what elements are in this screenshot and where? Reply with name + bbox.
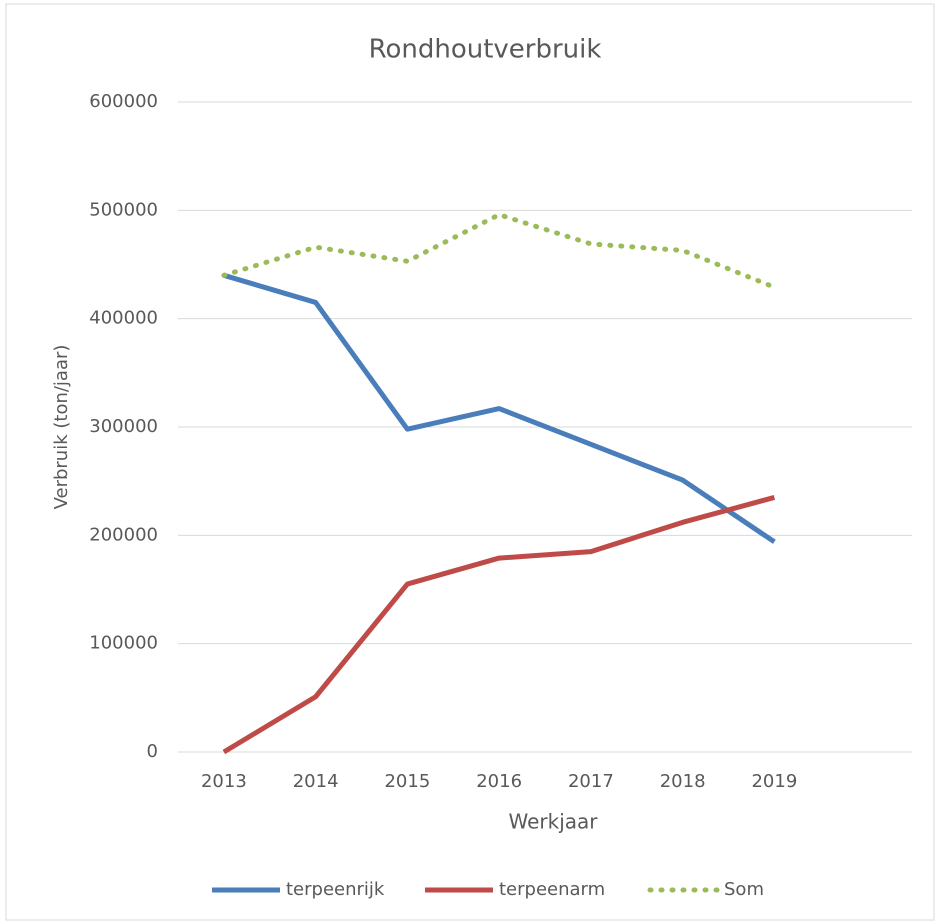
x-tick-label: 2016 — [476, 771, 522, 792]
x-tick-label: 2014 — [293, 771, 339, 792]
y-tick-label: 0 — [147, 741, 158, 762]
legend-label: terpeenrijk — [286, 879, 385, 900]
series-line — [223, 272, 776, 544]
legend-label: Som — [724, 879, 764, 900]
x-tick-label: 2018 — [660, 771, 706, 792]
legend-label: terpeenarm — [499, 879, 605, 900]
y-axis-label: Verbruik (ton/jaar) — [51, 345, 72, 510]
x-tick-label: 2017 — [568, 771, 614, 792]
y-tick-label: 200000 — [89, 524, 158, 545]
x-tick-label: 2015 — [384, 771, 430, 792]
x-tick-label: 2013 — [201, 771, 247, 792]
chart-title: Rondhoutverbruik — [369, 35, 602, 65]
y-tick-label: 400000 — [89, 308, 158, 329]
y-tick-label: 500000 — [89, 199, 158, 220]
x-tick-label: 2019 — [751, 771, 797, 792]
x-axis-label: Werkjaar — [508, 810, 598, 834]
y-tick-label: 300000 — [89, 416, 158, 437]
series-line — [222, 495, 776, 755]
y-tick-label: 600000 — [89, 91, 158, 112]
y-tick-label: 100000 — [89, 633, 158, 654]
chart-border — [5, 3, 935, 921]
